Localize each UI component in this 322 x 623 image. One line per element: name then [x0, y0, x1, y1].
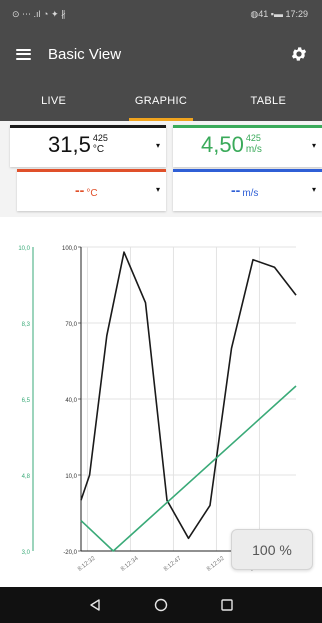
y-tick-label-black: 40,0: [65, 398, 77, 404]
y-tick-label-black: 10,0: [65, 474, 77, 480]
tab-live-label: LIVE: [41, 94, 67, 107]
tab-table[interactable]: TABLE: [215, 80, 322, 121]
card-accent-bar: [10, 125, 166, 128]
card-value: --: [231, 182, 241, 198]
card-value: --: [75, 182, 85, 198]
card-accent-bar: [173, 125, 322, 128]
y-tick-label-black: 100,0: [62, 246, 78, 252]
card-reading: 4,50 425 m/s: [201, 134, 262, 156]
reading-card-temperature-2[interactable]: -- °C ▾: [17, 169, 166, 211]
tab-graphic[interactable]: GRAPHIC: [107, 80, 214, 121]
y-tick-label-green: 8,3: [22, 322, 31, 328]
chevron-down-icon[interactable]: ▾: [311, 185, 316, 194]
reading-card-velocity[interactable]: 4,50 425 m/s ▾: [173, 125, 322, 167]
y-tick-label-green: 4,8: [22, 474, 31, 480]
card-unit: m/s: [242, 188, 259, 199]
card-accent-bar: [17, 169, 166, 172]
hamburger-icon[interactable]: [16, 48, 31, 60]
reading-card-velocity-2[interactable]: -- m/s ▾: [173, 169, 322, 211]
tab-live[interactable]: LIVE: [0, 80, 107, 121]
y-tick-label-green: 6,5: [22, 398, 31, 404]
card-resolution: 425: [92, 133, 108, 143]
y-tick-label-green: 10,0: [18, 246, 30, 252]
card-value: 4,50: [201, 132, 244, 157]
reading-cards: 31,5 425 °C ▾ 4,50 425 m/s ▾ -- °C ▾: [0, 121, 322, 217]
status-bar: ⊙ ⋯ .ıl ◔ ✦ ∦ ◍41 ▪▬ 17:29: [0, 0, 322, 28]
back-triangle-icon[interactable]: [62, 587, 128, 623]
tab-table-label: TABLE: [250, 94, 287, 107]
chevron-down-icon[interactable]: ▾: [155, 141, 160, 150]
card-unit: °C: [86, 188, 98, 199]
status-right-info: ◍41 ▪▬ 17:29: [250, 8, 308, 19]
card-value: 31,5: [48, 132, 91, 157]
card-accent-bar: [173, 169, 322, 172]
x-tick-label: 8:12:47: [163, 555, 183, 572]
card-reading: -- m/s: [231, 183, 258, 199]
reading-card-temperature[interactable]: 31,5 425 °C ▾: [10, 125, 166, 167]
status-left-icons: ⊙ ⋯ .ıl ◔ ✦ ∦: [12, 8, 66, 19]
card-unit: °C: [92, 144, 105, 155]
chevron-down-icon[interactable]: ▾: [155, 185, 160, 194]
zoom-level-label: 100 %: [252, 541, 292, 558]
zoom-level-button[interactable]: 100 %: [231, 529, 313, 570]
card-reading: -- °C: [75, 183, 98, 199]
chart-area[interactable]: 100,0 10,0 70,0 8,3 40,0 6,5 10,0 4,8 -20,0 3,0 8:…: [0, 217, 322, 587]
x-tick-label: 8:12:52: [206, 555, 226, 572]
card-reading: 31,5 425 °C: [48, 134, 108, 156]
recents-square-icon[interactable]: [194, 587, 260, 623]
android-nav-bar: [0, 587, 322, 623]
y-tick-label-black: -20,0: [63, 550, 77, 556]
app-bar: Basic View: [0, 28, 322, 80]
home-circle-icon[interactable]: [128, 587, 194, 623]
app-title: Basic View: [48, 45, 122, 63]
tab-bar: LIVE GRAPHIC TABLE: [0, 80, 322, 121]
x-tick-label: 8:12:34: [120, 555, 140, 572]
tab-graphic-label: GRAPHIC: [134, 94, 188, 107]
x-tick-label: 8:12:32: [77, 555, 97, 572]
chevron-down-icon[interactable]: ▾: [311, 141, 316, 150]
gear-icon[interactable]: [290, 45, 308, 63]
series-line-green: [80, 385, 297, 552]
card-resolution: 425: [245, 133, 261, 143]
card-unit: m/s: [245, 144, 262, 155]
series-line-black: [80, 251, 297, 540]
y-tick-label-green: 3,0: [22, 550, 31, 556]
y-tick-label-black: 70,0: [65, 322, 77, 328]
